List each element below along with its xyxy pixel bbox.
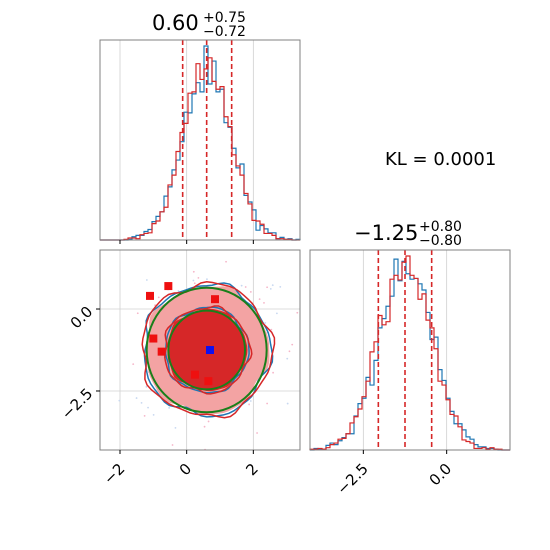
sample-point bbox=[258, 298, 261, 301]
sample-point bbox=[154, 304, 156, 306]
panel-frame bbox=[309, 249, 511, 451]
y-tick-label: 0.0 bbox=[67, 303, 97, 333]
title-value-param1: 0.60 bbox=[152, 11, 199, 35]
sample-point bbox=[266, 286, 269, 289]
red-square-marker bbox=[149, 334, 158, 343]
sample-point bbox=[192, 270, 195, 273]
red-square-marker bbox=[211, 295, 219, 304]
sample-point bbox=[263, 301, 265, 304]
sample-point bbox=[240, 284, 243, 287]
sample-point bbox=[157, 296, 160, 299]
sample-point bbox=[244, 286, 247, 288]
panel-frame bbox=[99, 249, 301, 451]
sample-point bbox=[286, 402, 289, 405]
histogram-series-red bbox=[100, 57, 300, 241]
histogram-series-blue bbox=[310, 258, 510, 451]
sample-point bbox=[140, 401, 143, 404]
sample-point bbox=[181, 456, 183, 458]
sample-point bbox=[248, 403, 251, 406]
sample-point bbox=[225, 260, 227, 263]
y-tick-label: −2.5 bbox=[58, 385, 96, 423]
sample-point bbox=[207, 420, 210, 423]
x-tick-label: 0 bbox=[176, 460, 195, 479]
red-square-marker bbox=[204, 377, 213, 386]
histogram-panel-param1 bbox=[99, 39, 301, 244]
sample-point bbox=[249, 291, 252, 293]
histogram-series-red bbox=[309, 255, 510, 451]
contour-red bbox=[141, 281, 276, 419]
sample-point bbox=[135, 397, 138, 399]
red-square-marker bbox=[157, 347, 166, 356]
red-square-marker bbox=[146, 291, 154, 300]
red-square-marker bbox=[164, 282, 173, 291]
sample-point bbox=[192, 279, 195, 282]
sample-point bbox=[136, 312, 139, 315]
sample-point bbox=[314, 377, 316, 379]
red-square-marker bbox=[191, 370, 199, 379]
contour-red bbox=[164, 305, 253, 395]
title-minus-param1: −0.72 bbox=[203, 24, 246, 40]
sample-point bbox=[276, 312, 278, 315]
sample-point bbox=[118, 399, 121, 402]
sample-point bbox=[203, 425, 206, 428]
sample-point bbox=[145, 385, 148, 388]
sample-point bbox=[314, 337, 316, 339]
contour-green-inner bbox=[167, 309, 247, 391]
histogram-panel-param2: −2.5 0.0 bbox=[309, 249, 511, 498]
sample-point bbox=[147, 406, 149, 409]
sample-point bbox=[171, 444, 174, 446]
sample-point bbox=[286, 357, 289, 360]
sample-point bbox=[132, 363, 135, 366]
sample-point bbox=[272, 371, 274, 374]
scatter-contour-panel: −2 0 2 0.0 −2.5 bbox=[58, 249, 317, 488]
sample-point bbox=[296, 311, 299, 314]
x-tick-label: 2 bbox=[242, 460, 261, 479]
sample-point bbox=[256, 432, 258, 434]
sample-point bbox=[270, 328, 273, 331]
sample-point bbox=[249, 400, 252, 402]
sample-point bbox=[271, 284, 274, 287]
sample-point bbox=[264, 321, 267, 324]
sample-point bbox=[266, 402, 269, 405]
sample-point bbox=[315, 406, 317, 408]
blue-square-marker bbox=[206, 346, 214, 354]
title-minus-param2: −0.80 bbox=[419, 233, 462, 249]
title-plus-param1: +0.75 bbox=[203, 10, 246, 26]
sample-point bbox=[152, 413, 155, 416]
title-value-param2: −1.25 bbox=[354, 221, 418, 245]
sample-point bbox=[206, 278, 208, 281]
title-plus-param2: +0.80 bbox=[419, 219, 462, 235]
sample-point bbox=[193, 282, 196, 285]
panel-frame bbox=[99, 39, 301, 241]
sample-point bbox=[177, 290, 180, 292]
sample-point bbox=[143, 414, 146, 417]
contour-blue bbox=[143, 282, 274, 418]
sample-point bbox=[168, 406, 171, 409]
kl-divergence-label: KL = 0.0001 bbox=[385, 149, 496, 170]
sample-point bbox=[174, 426, 177, 429]
contour-green-outer bbox=[145, 286, 268, 414]
sample-point bbox=[269, 287, 272, 290]
x-tick-label: −2 bbox=[100, 460, 128, 488]
histogram-series-blue bbox=[100, 45, 301, 241]
sample-point bbox=[291, 343, 294, 346]
x-tick-label: 0.0 bbox=[426, 460, 456, 490]
sample-point bbox=[279, 285, 282, 288]
sample-point bbox=[288, 350, 291, 353]
sample-point bbox=[145, 279, 148, 281]
sample-point bbox=[197, 276, 200, 279]
x-tick-label: −2.5 bbox=[333, 460, 371, 498]
sample-point bbox=[186, 454, 188, 456]
